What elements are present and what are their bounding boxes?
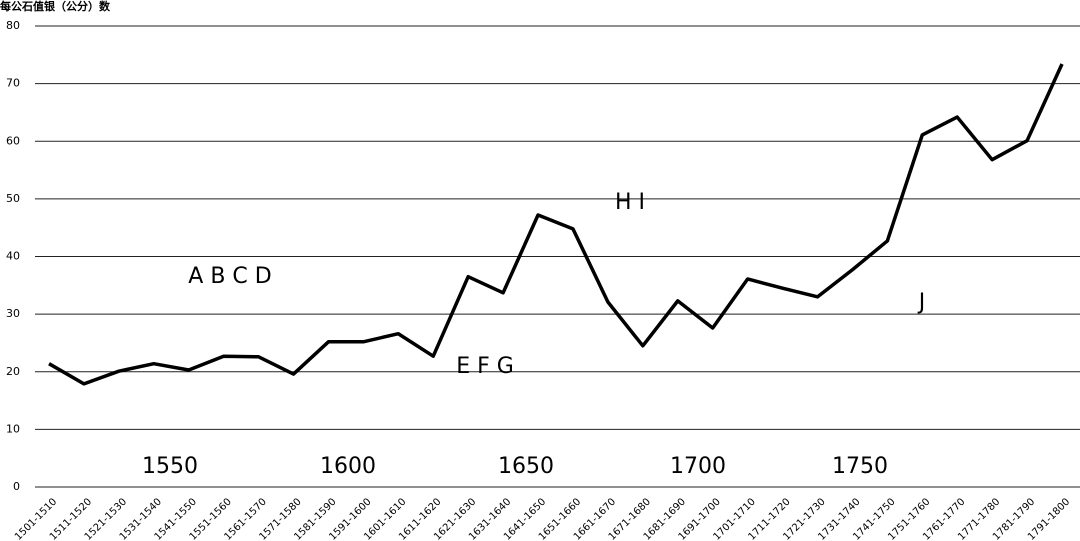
annotation: 1700 — [670, 454, 726, 479]
y-tick-label: 70 — [6, 77, 20, 90]
y-tick-label: 20 — [6, 365, 20, 378]
data-line — [48, 63, 1064, 386]
annotation: J — [917, 290, 926, 315]
annotation: 1550 — [142, 454, 198, 479]
y-tick-label: 50 — [6, 192, 20, 205]
annotation: 1650 — [498, 454, 554, 479]
y-axis-title: 每公石值银（公分）数 — [0, 0, 111, 13]
y-tick-label: 10 — [6, 422, 20, 435]
annotation: 1600 — [320, 454, 376, 479]
y-tick-label: 40 — [6, 250, 20, 263]
y-tick-label: 0 — [13, 480, 20, 493]
annotation: A B C D — [188, 264, 271, 289]
annotation: 1750 — [832, 454, 888, 479]
annotation: H I — [615, 190, 645, 215]
annotation: E F G — [456, 354, 514, 379]
y-tick-label: 80 — [6, 19, 20, 32]
y-tick-label: 60 — [6, 134, 20, 147]
y-tick-label: 30 — [6, 307, 20, 320]
